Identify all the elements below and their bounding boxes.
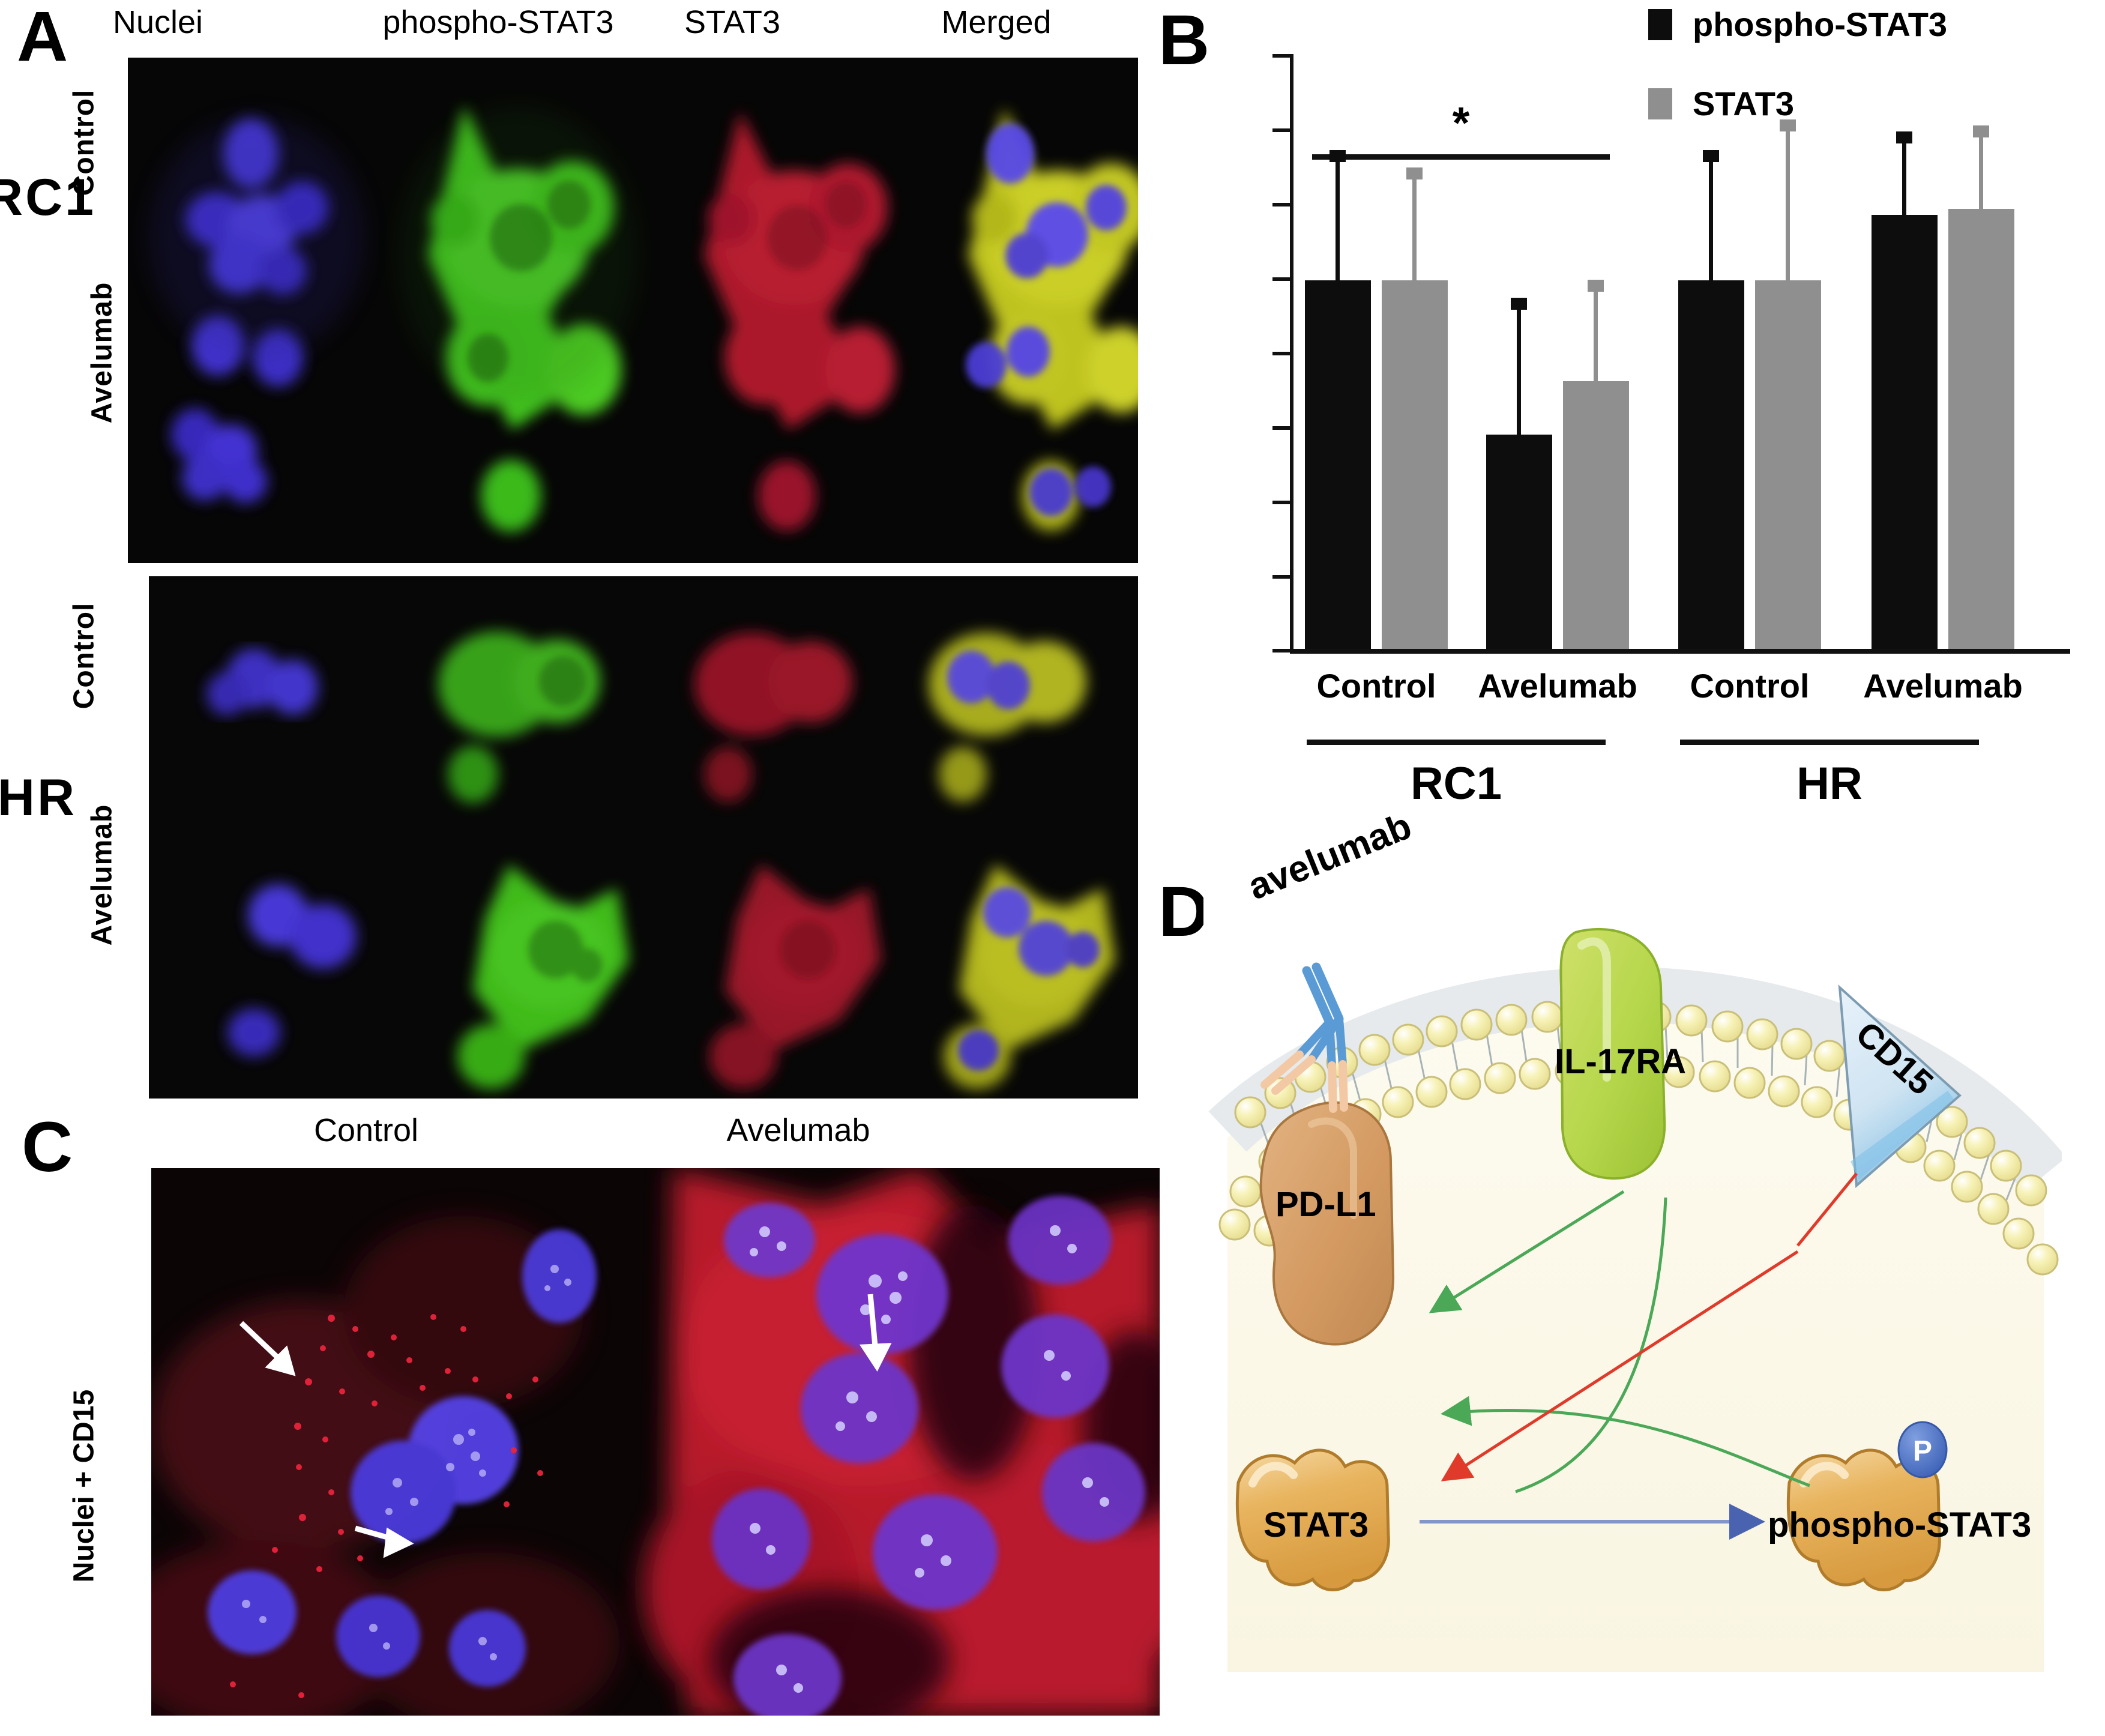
bar-hr-avelumab-phospho-stat3	[1872, 215, 1938, 649]
micrograph-cd15-svg	[151, 1168, 1160, 1716]
row-group-label-rc1: RC1	[0, 169, 97, 226]
y-axis-tick	[1272, 54, 1290, 58]
y-axis-tick	[1272, 128, 1290, 132]
errorbar-rc1-control-phospho-stat3	[1336, 155, 1340, 280]
panel-b-letter: B	[1158, 1, 1210, 80]
panel-d-letter: D	[1158, 872, 1210, 951]
micrograph-block-cd15	[151, 1168, 1160, 1716]
group-label-rc1: RC1	[1410, 758, 1502, 809]
errorbar-rc1-avelumab-stat3	[1594, 286, 1598, 381]
y-axis-tick	[1272, 352, 1290, 355]
column-header-merged: Merged	[941, 4, 1052, 40]
group-label-hr: HR	[1796, 758, 1863, 809]
legend-swatch-phospho-stat3	[1648, 8, 1672, 40]
significance-bar	[1312, 154, 1610, 160]
errorbar-cap-hr-avelumab-stat3	[1973, 125, 1989, 137]
errorbar-hr-avelumab-phospho-stat3	[1902, 137, 1906, 215]
panel-c: C Control Avelumab Nuclei + CD15	[0, 1099, 1160, 1736]
panel-d: D	[1158, 805, 2105, 1736]
pdl1-receptor	[1259, 1101, 1395, 1346]
column-header-phospho-stat3: phospho-STAT3	[382, 4, 614, 40]
label-il17ra: IL-17RA	[1555, 1042, 1687, 1081]
curve-il17ra-down	[1515, 1197, 1667, 1493]
arrow-phospho-to-pdl1	[1441, 1396, 1810, 1487]
bar-hr-control-phospho-stat3	[1678, 280, 1744, 649]
panel-a: A Nuclei phospho-STAT3 STAT3 Merged RC1 …	[0, 0, 1158, 1099]
y-axis-tick	[1272, 203, 1290, 206]
row-label-rc1-avelumab: Avelumab	[86, 282, 118, 424]
stat3-protein	[1235, 1448, 1390, 1591]
label-phospho-stat3: phospho-STAT3	[1768, 1505, 2032, 1545]
errorbar-cap-hr-control-phospho-stat3	[1703, 150, 1719, 162]
row-label-hr-avelumab: Avelumab	[86, 804, 118, 946]
pathway-arrows	[1420, 1172, 1858, 1540]
pathway-diagram: P avelumab IL-17RA PD-L1 CD15 STAT3 phos…	[1203, 805, 2067, 1720]
x-axis-label-rc1-control: Control	[1316, 667, 1436, 705]
avelumab-antibody	[1260, 962, 1348, 1113]
errorbar-cap-hr-avelumab-phospho-stat3	[1896, 131, 1912, 143]
y-axis-tick	[1272, 575, 1290, 579]
phospho-stat3-protein	[1786, 1421, 1948, 1591]
errorbar-hr-control-stat3	[1786, 125, 1790, 280]
errorbar-hr-control-phospho-stat3	[1709, 155, 1713, 280]
column-header-stat3: STAT3	[684, 4, 781, 40]
legend-label-stat3: STAT3	[1693, 85, 1795, 122]
x-axis-line	[1290, 649, 2070, 654]
legend-swatch-stat3	[1648, 88, 1672, 119]
panel-c-header-control: Control	[313, 1112, 419, 1148]
errorbar-cap-rc1-avelumab-stat3	[1588, 280, 1604, 292]
cd15-triangle	[1838, 984, 1962, 1189]
legend-item-stat3: STAT3	[1648, 84, 1794, 123]
micrograph-block-rc1	[128, 58, 1138, 563]
panel-a-letter: A	[17, 0, 68, 76]
bar-rc1-avelumab-stat3	[1563, 381, 1629, 649]
panel-c-header-avelumab: Avelumab	[726, 1112, 870, 1148]
y-axis-tick	[1272, 649, 1290, 653]
y-axis-tick	[1272, 277, 1290, 281]
bar-rc1-avelumab-phospho-stat3	[1486, 435, 1552, 649]
legend-item-phospho-stat3: phospho-STAT3	[1648, 5, 1947, 44]
errorbar-cap-hr-control-stat3	[1780, 119, 1796, 131]
panel-c-letter: C	[22, 1108, 73, 1187]
legend-label-phospho-stat3: phospho-STAT3	[1693, 5, 1948, 43]
errorbar-rc1-avelumab-phospho-stat3	[1517, 304, 1521, 435]
micrograph-hr-svg	[149, 576, 1138, 1099]
arrow-cd15-stem	[1796, 1172, 1858, 1247]
group-underline-hr	[1680, 740, 1979, 745]
x-axis-label-hr-avelumab: Avelumab	[1863, 667, 2023, 705]
phospho-badge-label: P	[1913, 1435, 1932, 1467]
arrow-il17ra-to-pdl1	[1429, 1190, 1625, 1313]
arrow-marker-group	[239, 1294, 892, 1558]
label-pdl1: PD-L1	[1275, 1185, 1376, 1224]
label-stat3: STAT3	[1263, 1505, 1369, 1545]
y-axis-tick	[1272, 426, 1290, 430]
pathway-diagram-svg: P	[1203, 879, 2067, 1720]
row-label-rc1-control: Control	[68, 89, 100, 196]
errorbar-hr-avelumab-stat3	[1979, 131, 1983, 209]
y-axis-tick	[1272, 501, 1290, 504]
bar-rc1-control-stat3	[1382, 280, 1448, 649]
x-axis-label-rc1-avelumab: Avelumab	[1478, 667, 1637, 705]
micrograph-block-hr	[149, 576, 1138, 1099]
significance-star: *	[1452, 98, 1470, 148]
panel-c-row-label: Nuclei + CD15	[68, 1389, 100, 1583]
y-axis-line	[1290, 54, 1293, 651]
bar-rc1-control-phospho-stat3	[1305, 280, 1371, 649]
il17ra-receptor	[1559, 927, 1666, 1180]
bar-chart: * Control Avelumab Control	[1158, 0, 2105, 840]
group-underline-rc1	[1307, 740, 1606, 745]
errorbar-cap-rc1-control-phospho-stat3	[1330, 150, 1346, 162]
arrow-cd15-to-stat3	[1441, 1250, 1799, 1481]
bar-hr-control-stat3	[1755, 280, 1821, 649]
column-header-nuclei: Nuclei	[112, 4, 203, 40]
bar-hr-avelumab-stat3	[1948, 209, 2014, 649]
micrograph-rc1-svg	[128, 58, 1138, 563]
row-group-label-hr: HR	[0, 769, 77, 827]
x-axis-label-hr-control: Control	[1690, 667, 1810, 705]
panel-b: B phospho-STAT3 STAT3 *	[1158, 0, 2105, 840]
errorbar-cap-rc1-avelumab-phospho-stat3	[1511, 298, 1527, 310]
errorbar-rc1-control-stat3	[1412, 173, 1417, 280]
errorbar-cap-rc1-control-stat3	[1406, 167, 1423, 179]
row-label-hr-control: Control	[68, 602, 100, 710]
